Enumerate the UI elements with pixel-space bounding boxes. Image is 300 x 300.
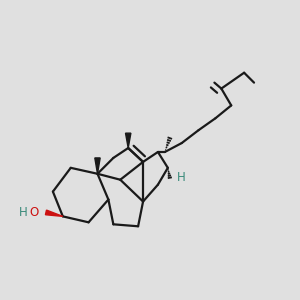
Text: H: H (177, 171, 186, 184)
Polygon shape (95, 158, 100, 174)
Polygon shape (45, 210, 63, 216)
Polygon shape (125, 133, 131, 148)
Text: O: O (29, 206, 39, 219)
Text: H: H (19, 206, 28, 219)
